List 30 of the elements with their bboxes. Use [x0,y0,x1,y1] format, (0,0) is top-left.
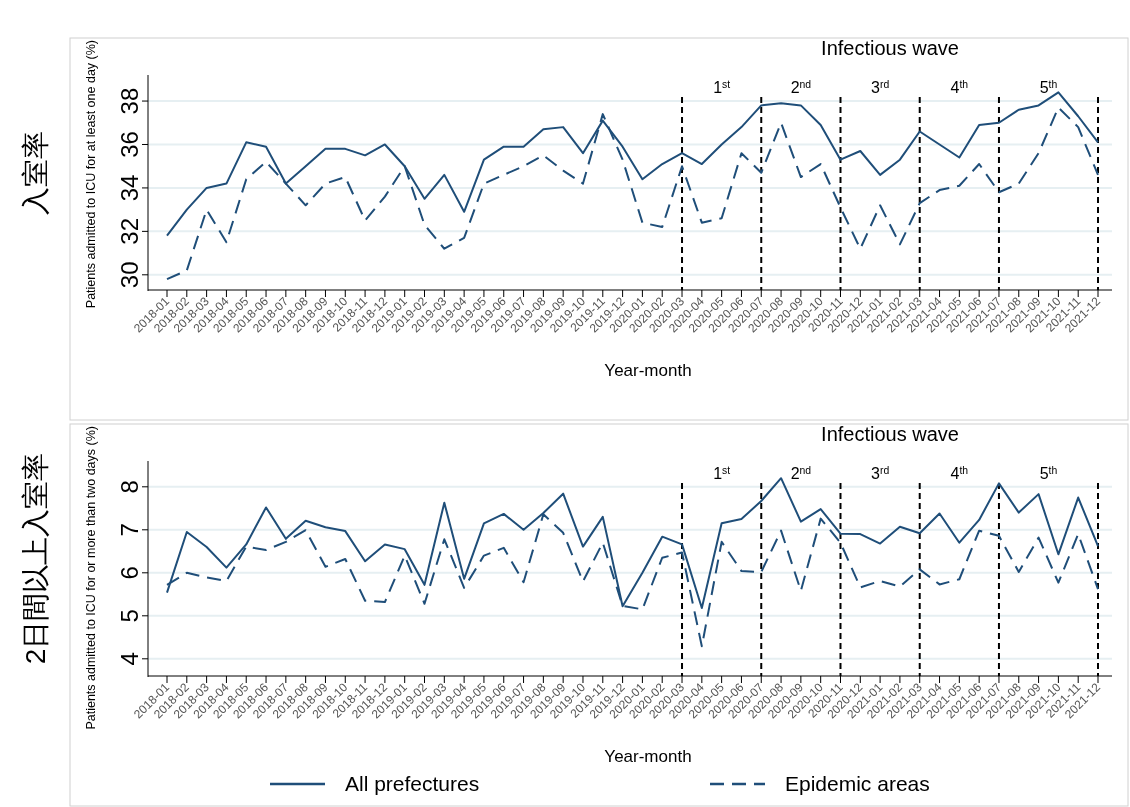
y-tick-label: 36 [116,131,143,158]
annotation: 5$^{th}$ [1039,78,1058,96]
legend-label: Epidemic areas [785,772,930,795]
y-tick-label: 5 [116,609,143,623]
annotation: 4$^{th}$ [950,78,969,96]
y-tick-label: 34 [116,174,143,202]
annotation: 4$^{th}$ [950,464,969,482]
x-axis-title: Year-month [604,747,692,766]
text: 2日間以上入室率 [20,452,51,665]
legend-label: All prefectures [345,772,480,795]
y-tick-label: 38 [116,87,143,115]
annotation: 2$^{nd}$ [790,464,812,482]
y-tick-label: 4 [116,652,143,666]
x-axis-title: Year-month [604,361,692,380]
text: 入室率 [20,130,51,215]
y-tick-label: 30 [116,261,143,289]
y-tick-label: 32 [116,218,143,245]
y-axis-title: Patients admitted to ICU for or more than two days (%) [84,426,98,730]
annotation: 1$^{st}$ [713,464,731,482]
annotation: 1$^{st}$ [713,78,731,96]
annotation: 2$^{nd}$ [790,78,812,96]
annotation: 3$^{rd}$ [871,78,890,96]
annotation: 5$^{th}$ [1039,464,1058,482]
y-tick-label: 7 [116,523,143,537]
y-tick-label: 8 [116,480,143,494]
annotation: 3$^{rd}$ [871,464,890,482]
y-axis-title: Patients admitted to ICU for at least one day (%) [84,40,98,309]
y-tick-label: 6 [116,566,143,580]
text: Infectious wave [821,423,959,445]
text: Infectious wave [821,37,959,59]
